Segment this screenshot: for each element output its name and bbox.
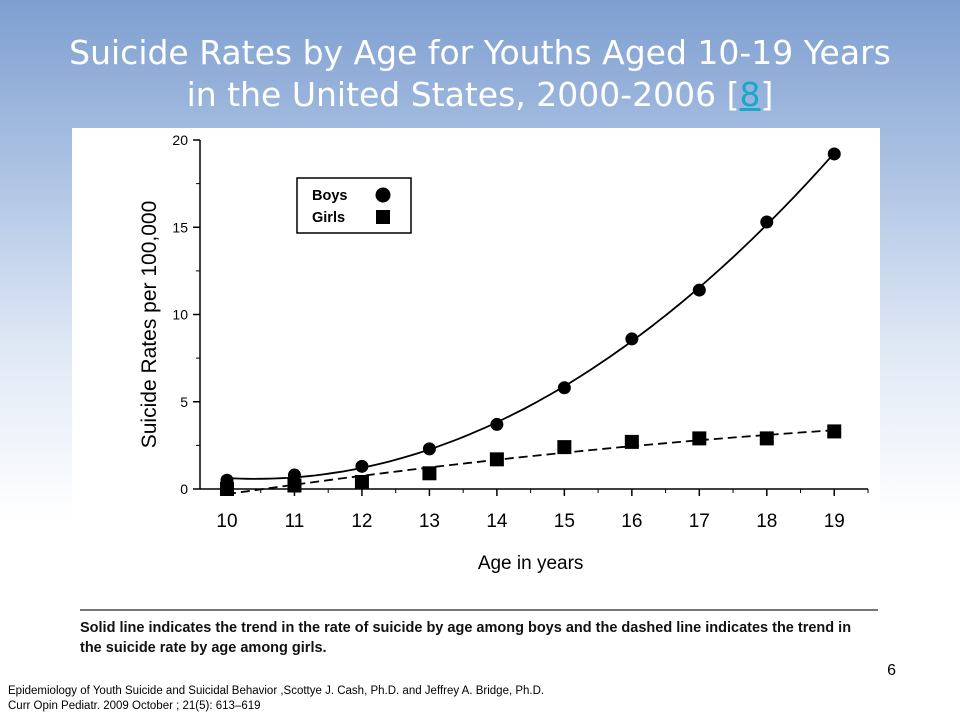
title-line-2-close: ] xyxy=(760,75,774,114)
point-boys xyxy=(692,283,706,297)
point-girls xyxy=(692,431,707,446)
point-girls xyxy=(354,475,369,490)
x-tick-label: 16 xyxy=(621,511,642,532)
trend-line-boys xyxy=(226,152,835,480)
figure-panel: 0 5 10 15 20 10 11 12 13 14 15 16 17 18 19 Age in years… xyxy=(72,128,880,668)
legend-box xyxy=(296,177,412,234)
citation-line-2: Curr Opin Pediatr. 2009 October ; 21(5):… xyxy=(8,700,261,712)
point-boys xyxy=(287,468,301,482)
point-girls xyxy=(827,424,842,439)
point-boys xyxy=(422,442,436,456)
x-tick-label: 11 xyxy=(285,511,305,532)
x-tick-label: 13 xyxy=(419,511,440,532)
point-girls xyxy=(287,478,302,493)
x-tick-label: 12 xyxy=(351,511,372,532)
point-boys xyxy=(760,215,774,229)
caption-divider xyxy=(80,609,878,611)
y-tick-label: 0 xyxy=(180,481,188,497)
figure-caption: Solid line indicates the trend in the ra… xyxy=(80,620,852,656)
legend-marker-girls xyxy=(376,210,390,224)
x-tick-label: 19 xyxy=(824,511,845,532)
x-axis-label: Age in years xyxy=(478,553,584,574)
slide-title: Suicide Rates by Age for Youths Aged 10-… xyxy=(0,32,960,116)
x-tick-label: 14 xyxy=(486,511,508,532)
trend-line-girls xyxy=(226,429,835,496)
x-tick-label: 18 xyxy=(756,511,777,532)
point-girls xyxy=(489,452,504,467)
x-tick-label: 17 xyxy=(689,511,710,532)
point-girls xyxy=(557,440,572,455)
title-line-1: Suicide Rates by Age for Youths Aged 10-… xyxy=(69,33,891,72)
y-tick-label: 20 xyxy=(172,132,188,148)
reference-link[interactable]: 8 xyxy=(739,75,761,114)
point-girls xyxy=(422,466,437,481)
y-tick-label: 5 xyxy=(180,394,188,410)
title-line-2: in the United States, 2000-2006 [8] xyxy=(0,74,960,116)
point-boys xyxy=(557,381,571,395)
y-tick-label: 10 xyxy=(172,307,188,323)
point-girls xyxy=(624,434,639,449)
y-axis-label: Suicide Rates per 100,000 xyxy=(138,201,161,449)
point-boys xyxy=(625,332,639,346)
point-boys xyxy=(355,459,369,473)
legend-label-boys: Boys xyxy=(312,188,347,204)
point-boys xyxy=(827,147,841,161)
point-boys xyxy=(490,417,504,431)
x-tick-label: 15 xyxy=(554,511,575,532)
point-girls xyxy=(219,482,234,496)
title-line-2-text: in the United States, 2000-2006 [ xyxy=(186,75,740,114)
y-tick-label: 15 xyxy=(172,219,188,235)
point-girls xyxy=(759,431,774,446)
citation-line-1: Epidemiology of Youth Suicide and Suicid… xyxy=(8,685,545,697)
slide-number: 6 xyxy=(887,662,896,679)
citation: Epidemiology of Youth Suicide and Suicid… xyxy=(8,684,544,714)
legend-label-girls: Girls xyxy=(312,210,345,226)
suicide-rate-chart: 0 5 10 15 20 10 11 12 13 14 15 16 17 18 19 Age in years… xyxy=(138,132,869,574)
x-tick-label: 10 xyxy=(216,511,237,532)
legend-marker-boys xyxy=(375,187,391,203)
